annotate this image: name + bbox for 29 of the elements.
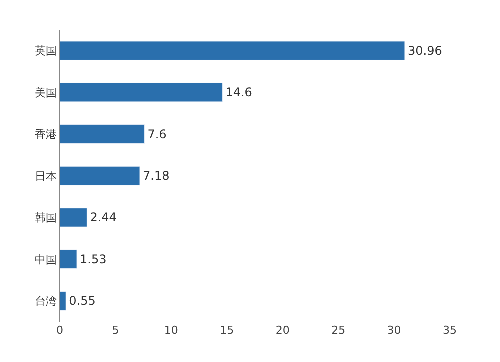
bar [60, 292, 66, 311]
data-label: 1.53 [80, 252, 107, 266]
y-tick-label: 日本 [34, 170, 57, 183]
bar [60, 250, 78, 270]
bar [60, 41, 406, 60]
bar [60, 208, 88, 228]
data-label: 0.55 [69, 294, 96, 308]
data-label: 2.44 [90, 210, 117, 225]
x-tick-label: 0 [56, 324, 64, 337]
x-tick-label: 20 [276, 324, 290, 337]
data-label: 7.18 [143, 169, 170, 183]
x-tick-label: 35 [443, 324, 457, 337]
x-tick-label: 5 [112, 324, 120, 337]
x-tick-label: 10 [164, 324, 178, 337]
y-tick-label: 香港 [34, 128, 57, 142]
x-tick-label: 15 [220, 324, 234, 337]
data-label: 14.6 [226, 86, 252, 100]
bar [60, 166, 140, 186]
x-tick-label: 25 [332, 324, 346, 337]
data-label: 30.96 [408, 44, 442, 58]
y-tick-label: 英国 [34, 44, 57, 58]
y-tick-label: 台湾 [34, 294, 57, 308]
bar [60, 124, 145, 144]
y-tick-label: 韩国 [34, 212, 57, 225]
bar [60, 82, 223, 102]
x-tick-label: 30 [387, 324, 402, 337]
y-tick-label: 美国 [34, 86, 57, 100]
y-tick-label: 中国 [34, 253, 57, 266]
data-label: 7.6 [148, 127, 167, 142]
